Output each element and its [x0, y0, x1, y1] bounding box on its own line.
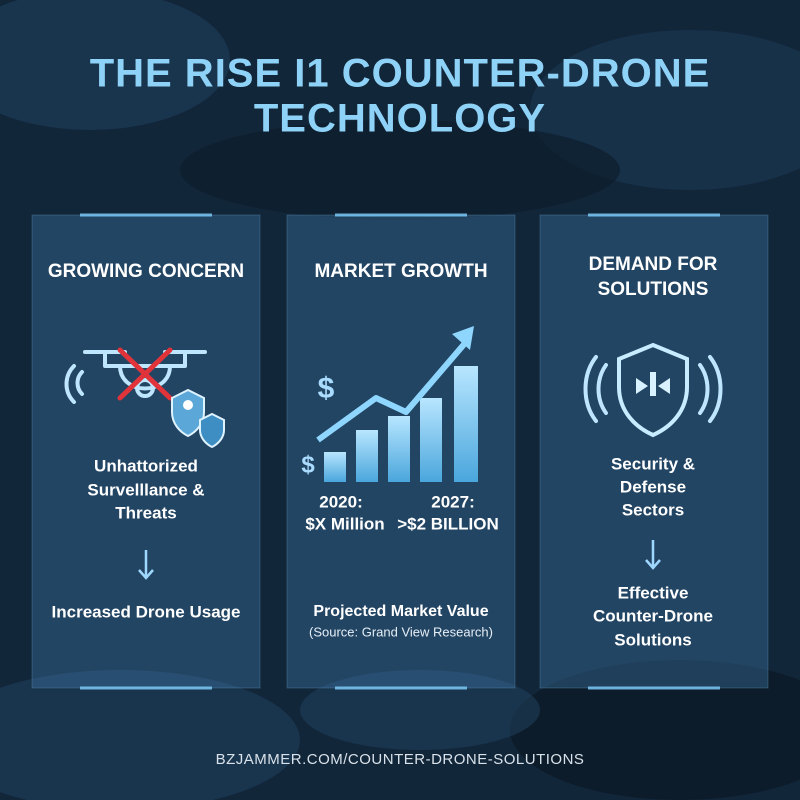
- panel-text: Unhattorized: [94, 456, 198, 475]
- panel-footer: Effective: [618, 583, 689, 602]
- svg-text:$: $: [301, 451, 315, 478]
- panel-footer: Counter-Drone: [593, 606, 713, 625]
- shield-icon: [583, 342, 723, 438]
- panel-heading: MARKET GROWTH: [314, 261, 487, 282]
- growth-icon: $ $: [301, 326, 478, 482]
- panel-footer: Solutions: [614, 630, 691, 649]
- panel-text: Security &: [611, 454, 695, 473]
- panel-text: Defense: [620, 477, 686, 496]
- panel-text: Threats: [115, 503, 176, 522]
- panel-heading: SOLUTIONS: [598, 279, 709, 300]
- title-line: THE RISE I1 COUNTER-DRONE: [90, 52, 711, 96]
- panel-footer: Projected Market Value: [313, 603, 488, 620]
- panel-text: Sectors: [622, 500, 684, 519]
- svg-text:$: $: [318, 372, 335, 405]
- panel: [539, 214, 769, 689]
- source: (Source: Grand View Research): [309, 624, 493, 639]
- arrow: [138, 550, 154, 580]
- footer-url: BZJAMMER.COM/COUNTER-DRONE-SOLUTIONS: [216, 751, 585, 768]
- arrow: [645, 540, 661, 570]
- panel-heading: DEMAND FOR: [589, 254, 718, 275]
- chart-label: 2027:: [431, 492, 474, 511]
- panel-heading: GROWING CONCERN: [48, 261, 244, 282]
- panel-footer: Increased Drone Usage: [52, 602, 241, 621]
- panel: [31, 214, 261, 689]
- chart-label: >$2 BILLION: [397, 514, 499, 533]
- chart-label: 2020:: [319, 492, 362, 511]
- title-line: TECHNOLOGY: [254, 97, 546, 141]
- drone-icon: [64, 347, 225, 449]
- panel-text: Survelllance &: [87, 480, 204, 499]
- chart-label: $X Million: [305, 514, 384, 533]
